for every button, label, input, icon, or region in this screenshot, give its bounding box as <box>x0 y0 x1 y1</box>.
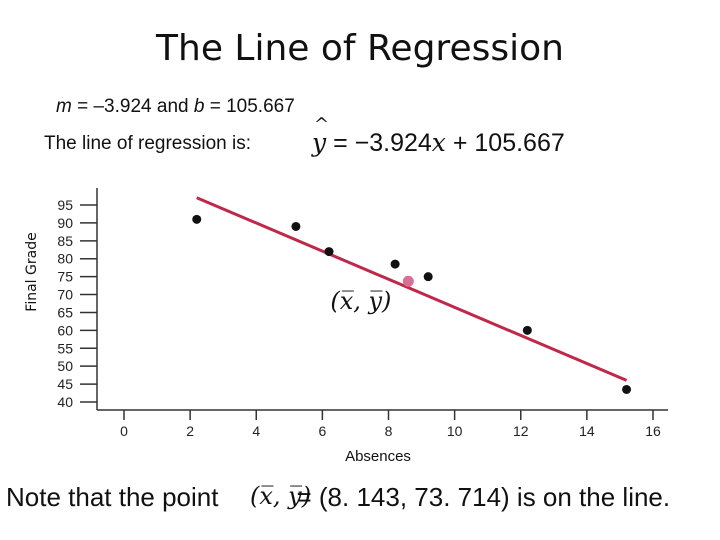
equation-slope: = −3.924 <box>326 129 432 157</box>
note: Note that the point = (8. 143, 73. 714) i… <box>6 482 670 513</box>
centroid-label: (x̅, y̅) <box>330 287 391 315</box>
note-after: = (8. 143, 73. 714) is on the line. <box>296 482 671 512</box>
y-tick-label: 65 <box>57 304 73 320</box>
data-point <box>390 259 400 269</box>
page-title: The Line of Regression <box>156 28 564 69</box>
y-tick-label: 75 <box>57 269 73 285</box>
x-tick-label: 14 <box>579 423 595 439</box>
centroid-point <box>402 275 414 287</box>
x-tick-label: 8 <box>385 423 393 439</box>
data-point <box>522 325 532 335</box>
x-tick-label: 6 <box>318 423 326 439</box>
y-hat: ^ y <box>312 114 329 157</box>
data-point <box>291 221 301 231</box>
data-point <box>423 272 433 282</box>
y-tick-label: 90 <box>57 215 73 231</box>
y-tick-label: 60 <box>57 322 73 338</box>
y-tick-label: 85 <box>57 233 73 249</box>
regression-line <box>196 196 628 382</box>
equation-intercept: + 105.667 <box>445 129 565 157</box>
x-tick-label: 12 <box>513 423 529 439</box>
x-axis-label: Absences <box>345 448 411 465</box>
x-tick-label: 10 <box>447 423 463 439</box>
y-tick-label: 80 <box>57 251 73 267</box>
m-value: = –3.924 and <box>71 96 194 117</box>
y-tick-label: 70 <box>57 287 73 303</box>
b-value: = 105.667 <box>204 96 295 117</box>
b-symbol: b <box>193 96 205 117</box>
y-tick-label: 45 <box>57 376 73 392</box>
centroid-symbol: (x̅, y̅) <box>250 482 312 510</box>
m-symbol: m <box>56 96 72 117</box>
data-point <box>324 247 334 257</box>
y-tick-label: 95 <box>57 197 73 213</box>
data-point <box>192 214 202 224</box>
x-tick-label: 4 <box>252 423 260 439</box>
x-tick-label: 16 <box>645 423 661 439</box>
y-tick-label: 50 <box>57 358 73 374</box>
y-tick-label: 55 <box>57 340 73 356</box>
y-axis-label: Final Grade <box>24 232 40 311</box>
y-tick-label: 40 <box>57 394 73 410</box>
x-symbol: x <box>431 128 446 157</box>
equation-prefix: The line of regression is: <box>44 133 251 154</box>
regression-equation: ^ y = −3.924x + 105.667 <box>312 114 565 158</box>
x-tick-label: 0 <box>120 423 128 439</box>
x-tick-label: 2 <box>186 423 194 439</box>
note-before: Note that the point <box>6 482 219 512</box>
y-symbol: y <box>312 128 327 157</box>
data-point <box>622 384 632 394</box>
hat-mark: ^ <box>314 114 330 135</box>
regression-parameters: m = –3.924 and b = 105.667 <box>56 96 295 118</box>
